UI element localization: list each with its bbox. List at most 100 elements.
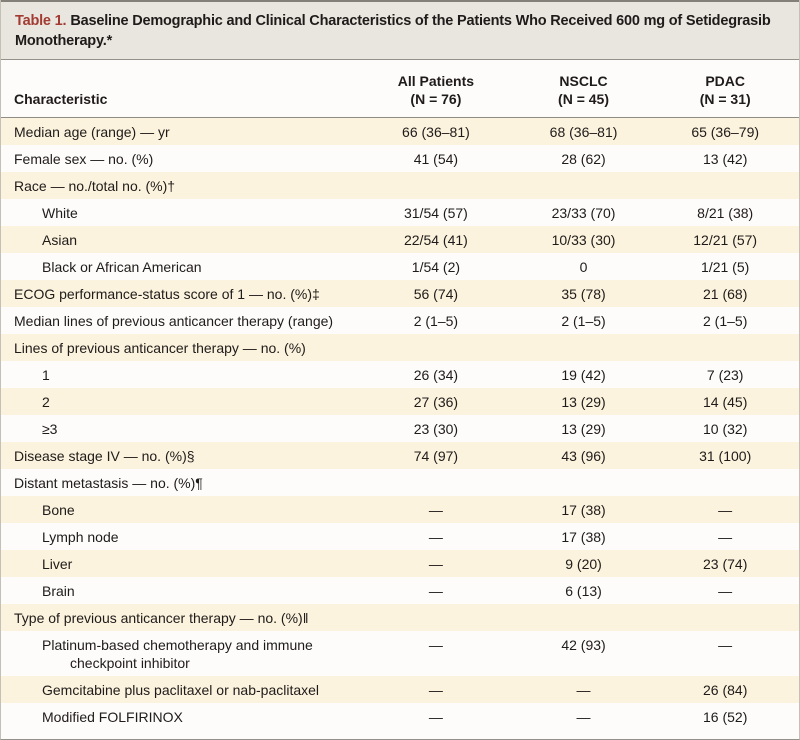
row-value: 23 (74) [703,555,748,572]
row-label: Lymph node [42,528,119,545]
characteristics-table: Characteristic All Patients (N = 76) NSC… [1,60,799,730]
row-value [516,604,652,631]
row-value: 35 (78) [561,285,606,302]
row-value: 31/54 (57) [403,204,468,221]
row-label: Lines of previous anticancer therapy — n… [14,339,306,356]
table-header: Characteristic All Patients (N = 76) NSC… [1,60,799,118]
row-label: Black or African American [42,258,202,275]
column-header-label: PDAC [705,73,746,89]
table-row: Black or African American 1/54 (2) 0 1/2… [1,253,799,280]
row-value: — [428,582,443,599]
row-label: ≥3 [42,420,58,437]
row-value: 42 (93) [561,636,606,653]
row-value: 17 (38) [561,501,606,518]
row-value [356,469,516,496]
table-row: Modified FOLFIRINOX — — 16 (52) [1,703,799,730]
row-value: 10/33 (30) [551,231,616,248]
row-value [651,469,799,496]
row-value: 16 (52) [703,708,748,725]
table-row: Platinum-based chemotherapy and immune c… [1,631,799,676]
row-value [651,334,799,361]
row-label: Platinum-based chemotherapy and immune c… [42,636,313,671]
row-value: 12/21 (57) [693,231,758,248]
row-value: — [428,708,443,725]
column-header-n: (N = 45) [558,91,610,107]
row-label: Brain [42,582,75,599]
table-row: ECOG performance-status score of 1 — no.… [1,280,799,307]
table-row: Bone — 17 (38) — [1,496,799,523]
row-value: 27 (36) [413,393,459,410]
row-value: 74 (97) [413,447,459,464]
row-value: 14 (45) [703,393,748,410]
column-header-all-patients: All Patients (N = 76) [356,60,516,118]
row-label: Disease stage IV — no. (%)§ [14,447,195,464]
column-header-n: (N = 31) [699,91,751,107]
row-value: 13 (29) [561,420,606,437]
table-row: Disease stage IV — no. (%)§ 74 (97) 43 (… [1,442,799,469]
row-value [651,172,799,199]
column-header-pdac: PDAC (N = 31) [651,60,799,118]
table-title-text: Baseline Demographic and Clinical Charac… [15,13,771,49]
row-value: 2 (1–5) [561,312,606,329]
row-label: Female sex — no. (%) [14,150,154,167]
table-row: Female sex — no. (%) 41 (54) 28 (62) 13 … [1,145,799,172]
row-value: — [718,636,733,653]
row-label: Liver [42,555,73,572]
table-row: Asian 22/54 (41) 10/33 (30) 12/21 (57) [1,226,799,253]
row-label: Race — no./total no. (%)† [14,177,176,194]
row-value: 22/54 (41) [403,231,468,248]
row-value: — [428,681,443,698]
row-value: — [428,555,443,572]
row-label: Gemcitabine plus paclitaxel or nab-pacli… [42,681,320,698]
row-value: 26 (34) [413,366,459,383]
column-header-n: (N = 76) [410,91,462,107]
table-row: Brain — 6 (13) — [1,577,799,604]
row-label: Modified FOLFIRINOX [42,708,183,725]
column-header-characteristic: Characteristic [1,60,357,118]
row-label: 2 [42,393,50,410]
row-value [651,604,799,631]
row-value: 9 (20) [565,555,602,572]
row-label: Type of previous anticancer therapy — no… [14,609,309,626]
row-value: 56 (74) [413,285,459,302]
row-value: — [718,501,733,518]
row-value: 8/21 (38) [697,204,754,221]
column-header-label: NSCLC [559,73,608,89]
row-value: 10 (32) [703,420,748,437]
row-value: 2 (1–5) [703,312,748,329]
row-value [356,604,516,631]
row-value: 17 (38) [561,528,606,545]
row-label: Bone [42,501,75,518]
row-value: 43 (96) [561,447,606,464]
row-value [516,469,652,496]
table-row: Gemcitabine plus paclitaxel or nab-pacli… [1,676,799,703]
row-value: 2 (1–5) [413,312,459,329]
column-header-nsclc: NSCLC (N = 45) [515,60,652,118]
table-title: Table 1. Baseline Demographic and Clinica… [1,0,799,60]
table-row: 2 27 (36) 13 (29) 14 (45) [1,388,799,415]
row-value: 1/54 (2) [411,258,461,275]
table-row: Liver — 9 (20) 23 (74) [1,550,799,577]
row-value: — [428,636,443,653]
header-row: Characteristic All Patients (N = 76) NSC… [1,60,799,118]
row-value: — [718,528,733,545]
table-row: Type of previous anticancer therapy — no… [1,604,799,631]
table-body: Median age (range) — yr 66 (36–81) 68 (3… [1,117,799,731]
row-value: 7 (23) [706,366,744,383]
row-value: 23/33 (70) [551,204,616,221]
row-value: — [718,582,733,599]
row-value: 23 (30) [413,420,459,437]
row-value: 66 (36–81) [402,123,470,140]
table-row: Median age (range) — yr 66 (36–81) 68 (3… [1,117,799,145]
row-value: — [428,528,443,545]
row-value [516,172,652,199]
row-value: — [428,501,443,518]
table-row: Median lines of previous anticancer ther… [1,307,799,334]
row-label: 1 [42,366,50,383]
table-number-label: Table 1. [15,13,67,29]
row-value: 0 [579,258,588,275]
row-label: White [42,204,78,221]
row-label: Distant metastasis — no. (%)¶ [14,474,203,491]
row-label: Median lines of previous anticancer ther… [14,312,334,329]
